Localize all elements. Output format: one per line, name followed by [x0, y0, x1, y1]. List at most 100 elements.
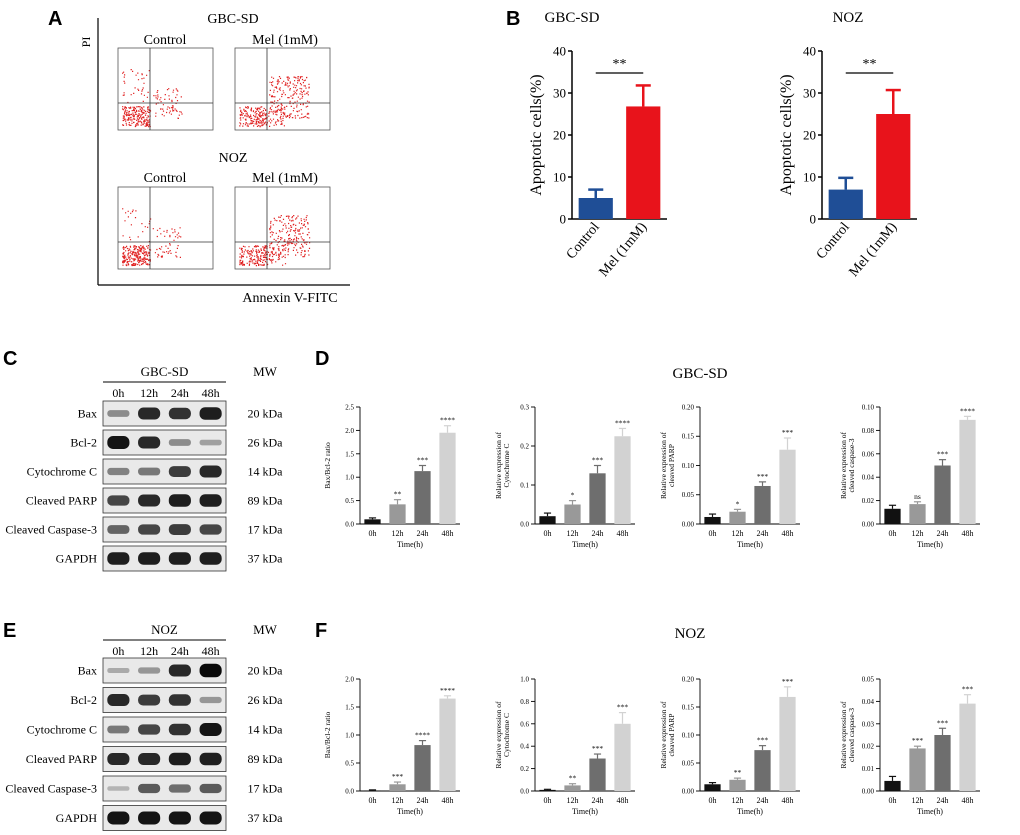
y-tick-label: 0.05: [682, 491, 695, 499]
significance-label: ***: [757, 736, 769, 745]
western-band: [168, 784, 191, 793]
y-axis-label-line: cleaved caspase-3: [847, 438, 856, 492]
western-band: [199, 696, 222, 704]
western-band: [107, 753, 130, 765]
x-tick-label: 0h: [889, 529, 897, 538]
y-axis-label: Apoptotic cells(%): [528, 74, 545, 195]
y-axis-label: Relative expression ofcleaved caspase-3: [839, 431, 856, 499]
western-band: [107, 410, 130, 417]
x-tick-label: 24h: [937, 529, 949, 538]
western-cell-title: GBC-SD: [141, 364, 189, 379]
y-tick-label: 0.0: [520, 520, 529, 528]
western-band: [199, 752, 222, 766]
y-axis-label-line: cleaved PARP: [667, 714, 676, 757]
y-tick-label: 2.5: [345, 403, 354, 411]
y-tick-label: 0.0: [345, 520, 354, 528]
y-axis-label: Relative expression ofcleaved PARP: [659, 701, 676, 769]
western-protein-label: Cleaved PARP: [26, 494, 98, 508]
y-tick-label: 0.05: [682, 759, 695, 767]
y-tick-label: 0.00: [862, 787, 875, 795]
bar-chart-D3: 0.00 0.05 0.10 0.15 0.20 Relative expression …: [659, 403, 800, 549]
charts-f: 0.0 0.5 1.0 1.5 2.0 Bax/Bcl-2 ratio 0h 12h *** 24…: [323, 675, 980, 816]
y-tick-label: 0: [560, 212, 567, 227]
bar-48h: [439, 432, 456, 524]
western-lane-label: 12h: [140, 386, 158, 400]
y-tick-label: 0.04: [862, 474, 875, 482]
bar-24h: [589, 758, 606, 791]
western-protein-label: Bcl-2: [70, 693, 97, 707]
western-band: [168, 524, 191, 535]
western-band: [199, 552, 222, 565]
flow-events: [122, 208, 182, 267]
significance-label: ***: [937, 718, 949, 727]
bar-0h: [704, 516, 721, 524]
western-band: [168, 466, 191, 477]
flow-x-label: Annexin V-FITC: [242, 291, 337, 306]
western-band: [199, 783, 222, 794]
western-band: [199, 439, 222, 446]
significance-label: ***: [592, 456, 604, 465]
western-mw-label: 14 kDa: [248, 465, 284, 479]
western-protein-label: Bax: [78, 407, 97, 421]
x-tick-label: 48h: [782, 796, 794, 805]
significance-label: ***: [912, 736, 924, 745]
bar-48h: [959, 419, 976, 524]
y-axis-label-line: Relative expression of: [494, 431, 503, 499]
y-tick-label: 0.0: [520, 787, 529, 795]
western-protein-label: Cytochrome C: [27, 465, 97, 479]
western-row-cleaved-caspase-3: Cleaved Caspase-3 17 kDa: [5, 775, 283, 802]
bar-24h: [934, 465, 951, 524]
western-band: [138, 407, 161, 420]
x-tick-label: 12h: [567, 529, 579, 538]
panel-d-title: GBC-SD: [672, 366, 727, 382]
y-tick-label: 0.0: [345, 787, 354, 795]
western-protein-label: Cleaved PARP: [26, 752, 98, 766]
y-axis-label: Relative expression ofCytochrome C: [494, 701, 511, 769]
y-axis-label-line: Relative expression of: [659, 701, 668, 769]
western-band: [168, 439, 191, 446]
significance-label: ***: [962, 685, 974, 694]
x-tick-label: 0h: [544, 796, 552, 805]
y-tick-label: 0.6: [520, 720, 529, 728]
significance-label: ****: [960, 406, 975, 415]
x-tick-label: 12h: [732, 796, 744, 805]
flow-events: [239, 76, 310, 128]
significance-label: ***: [392, 772, 404, 781]
western-row-gapdh: GAPDH 37 kDa: [56, 545, 283, 572]
western-lane-label: 48h: [202, 386, 220, 400]
western-band: [168, 811, 191, 825]
bar-24h: [934, 735, 951, 791]
western-band: [168, 694, 191, 706]
y-tick-label: 0.15: [682, 433, 695, 441]
western-protein-label: Cleaved Caspase-3: [5, 523, 97, 537]
western-band: [107, 725, 130, 734]
bar-12h: [729, 779, 746, 791]
western-lane-label: 0h: [112, 644, 124, 658]
bar-12h: [564, 785, 581, 791]
flow-plot-gbc-mel: [234, 47, 331, 131]
x-tick-label: 0h: [709, 529, 717, 538]
western-cell-title: NOZ: [151, 622, 178, 637]
bar-12h: [729, 511, 746, 524]
bar-0h: [364, 519, 381, 524]
western-lane-label: 0h: [112, 386, 124, 400]
panel-label-f: F: [315, 620, 327, 642]
western-band: [138, 667, 161, 674]
x-tick-label: 48h: [962, 529, 974, 538]
western-band: [168, 752, 191, 766]
western-band: [199, 811, 222, 825]
western-protein-label: Bax: [78, 664, 97, 678]
y-axis-label: Relative expression ofcleaved PARP: [659, 431, 676, 499]
x-axis-label: Time(h): [572, 540, 598, 549]
y-axis-label-line: Relative expression of: [839, 701, 848, 769]
x-tick-label: 0h: [369, 796, 377, 805]
y-tick-label: 10: [803, 170, 816, 185]
y-axis-label-line: Relative expression of: [494, 701, 503, 769]
x-tick-label: 48h: [442, 529, 454, 538]
western-mw-label: 37 kDa: [248, 811, 284, 825]
y-tick-label: 40: [803, 44, 816, 59]
western-row-gapdh: GAPDH 37 kDa: [56, 805, 284, 831]
panel-label-c: C: [3, 348, 17, 370]
western-band: [138, 524, 161, 535]
